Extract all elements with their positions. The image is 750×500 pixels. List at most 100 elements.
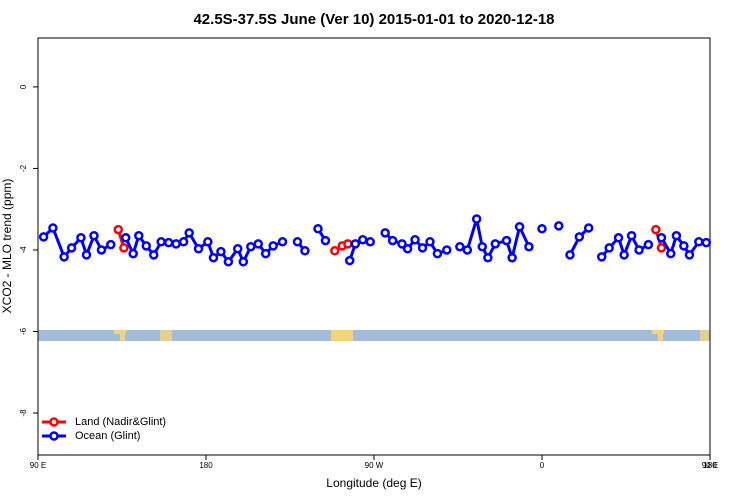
data-point [148, 250, 159, 260]
data-point [300, 246, 310, 256]
data-point [253, 239, 264, 249]
data-point [574, 232, 585, 242]
data-point [679, 241, 689, 251]
data-point [425, 237, 435, 247]
data-point [656, 243, 667, 253]
data-point [634, 245, 644, 255]
data-point [537, 224, 547, 234]
data-point [313, 224, 323, 234]
data-point [380, 228, 390, 238]
x-tick-label: 90 W [365, 461, 384, 470]
data-point [48, 223, 58, 233]
data-point [613, 232, 624, 243]
data-point [216, 246, 226, 257]
data-point [694, 237, 704, 247]
data-point [626, 230, 637, 241]
data-point [442, 245, 452, 255]
data-point [38, 232, 49, 242]
data-point [320, 235, 331, 246]
land-mask-strip [38, 330, 710, 341]
data-point [238, 257, 249, 267]
data-point [604, 243, 614, 253]
data-point [223, 257, 234, 267]
data-point [490, 239, 501, 249]
data-point [141, 241, 152, 251]
series-line [459, 218, 531, 264]
y-tick-label: 0 [19, 84, 28, 89]
legend-label: Land (Nadir&Glint) [75, 416, 166, 428]
data-point [524, 241, 534, 252]
data-point [208, 252, 219, 263]
data-point [397, 239, 407, 249]
data-point [701, 237, 712, 248]
data-point [671, 230, 682, 241]
data-point [203, 237, 213, 247]
data-point [119, 243, 129, 253]
data-point [96, 245, 107, 255]
data-point [501, 235, 512, 246]
chart-title: 42.5S-37.5S June (Ver 10) 2015-01-01 to … [193, 11, 554, 28]
data-point [268, 241, 278, 251]
data-point [410, 235, 420, 245]
data-point [651, 224, 661, 235]
y-tick-label: -6 [19, 327, 28, 335]
data-point [583, 223, 594, 233]
legend-label: Ocean (Glint) [75, 430, 140, 442]
data-point [417, 243, 428, 253]
x-tick-label: 180 [703, 461, 717, 470]
data-point [656, 232, 667, 243]
y-tick-label: -4 [19, 246, 28, 254]
x-tick-label: 180 [199, 461, 213, 470]
data-point [619, 250, 629, 260]
data-point [89, 230, 99, 241]
data-point [81, 250, 92, 260]
data-point [666, 248, 676, 259]
data-point [365, 237, 376, 247]
data-point [358, 235, 368, 245]
data-point [171, 239, 181, 249]
y-tick-label: -2 [19, 164, 28, 172]
data-point [471, 214, 482, 224]
data-point [76, 232, 86, 243]
data-point [477, 241, 488, 252]
x-tick-label: 90 E [702, 461, 718, 470]
data-point [330, 246, 340, 256]
data-point [128, 248, 138, 259]
data-point [66, 243, 77, 253]
x-tick-label: 0 [540, 461, 545, 470]
data-point [455, 241, 465, 252]
data-point [193, 243, 204, 254]
data-point [596, 252, 607, 262]
data-point [350, 239, 361, 249]
data-point [565, 250, 575, 260]
data-point [59, 252, 69, 262]
x-tick-label: 90 E [30, 461, 46, 470]
data-point [483, 252, 493, 263]
data-point [554, 221, 564, 231]
data-point [260, 248, 271, 259]
data-point [106, 239, 116, 250]
data-point [684, 250, 695, 260]
data-point [462, 245, 473, 255]
data-point [643, 239, 654, 250]
data-point [113, 224, 124, 235]
data-point [156, 237, 166, 247]
data-point [120, 232, 131, 243]
data-point [387, 235, 398, 246]
data-point [184, 228, 194, 238]
data-point [292, 237, 303, 247]
data-point [514, 221, 525, 232]
legend-marker [49, 417, 59, 427]
data-point [344, 255, 355, 266]
data-point [232, 243, 243, 254]
data-point [277, 237, 288, 247]
data-point [507, 252, 517, 263]
data-point [178, 237, 189, 247]
data-point [134, 230, 144, 241]
y-tick-label: -8 [19, 409, 28, 417]
x-axis-label: Longitude (deg E) [326, 476, 421, 490]
data-point [246, 241, 256, 252]
y-axis-label: XCO2 - MLO trend (ppm) [0, 179, 14, 314]
legend-marker [49, 431, 59, 441]
